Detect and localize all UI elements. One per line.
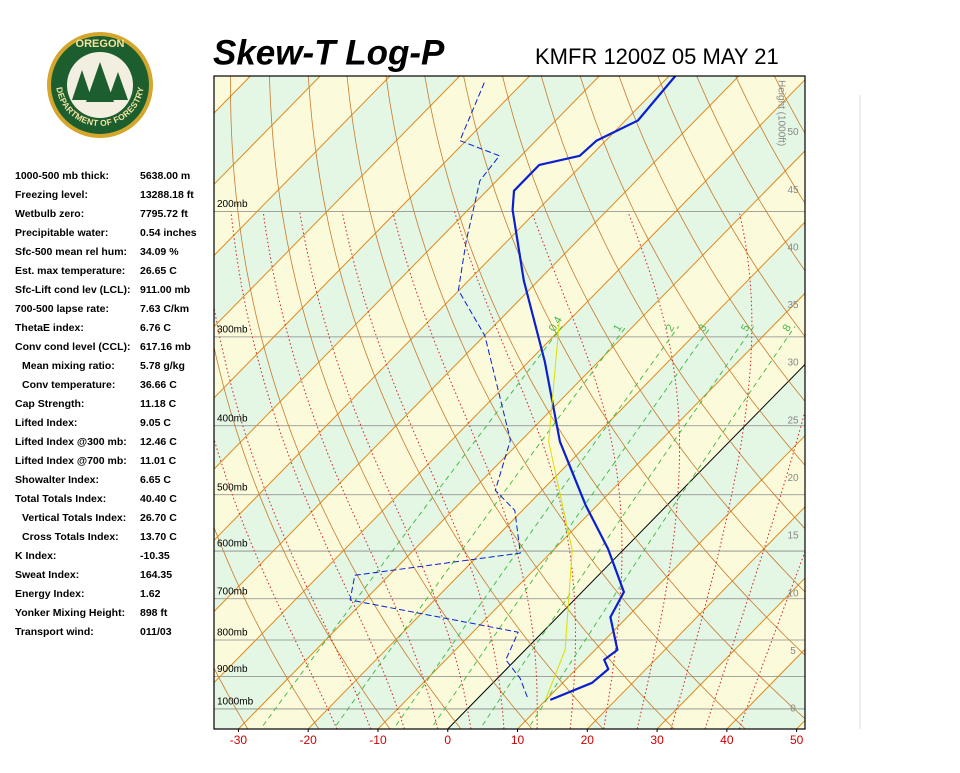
index-value: 6.76 C — [140, 322, 171, 334]
band — [797, 76, 960, 729]
height-tick-label: 0 — [790, 704, 796, 715]
index-value: 12.46 C — [140, 436, 177, 448]
index-label: Transport wind: — [15, 626, 94, 638]
isotherm — [866, 76, 960, 729]
band — [866, 76, 960, 729]
y-tick-label: 400mb — [217, 413, 248, 424]
index-label: Precipitable water: — [15, 227, 108, 239]
dry-adiabat — [878, 54, 960, 733]
logo: OREGON DEPARTMENT OF FORESTRY — [47, 32, 153, 138]
index-value: 11.18 C — [140, 398, 177, 410]
index-label: Total Totals Index: — [15, 493, 106, 505]
dry-adiabat — [802, 54, 960, 733]
y-tick-label: 300mb — [217, 324, 248, 335]
dry-adiabat — [840, 54, 960, 733]
index-label: Mean mixing ratio: — [22, 360, 115, 372]
index-value: 26.65 C — [140, 265, 177, 277]
y-tick-label: 800mb — [217, 628, 248, 639]
height-tick-label: 35 — [787, 300, 799, 311]
index-label: Showalter Index: — [15, 474, 99, 486]
y-tick-label: 1000mb — [217, 697, 254, 708]
index-value: 164.35 — [140, 569, 172, 581]
y-tick-label: 500mb — [217, 482, 248, 493]
index-value: 1.62 — [140, 588, 161, 600]
height-label: Height (1000ft) — [775, 80, 786, 146]
dry-adiabat — [954, 54, 960, 733]
index-value: 13.70 C — [140, 531, 177, 543]
index-value: 5638.00 m — [140, 170, 190, 182]
index-value: 6.65 C — [140, 474, 171, 486]
index-label: 700-500 lapse rate: — [15, 303, 109, 315]
index-value: 011/03 — [140, 626, 172, 638]
x-tick-label: 10 — [511, 733, 525, 747]
index-label: Vertical Totals Index: — [22, 512, 126, 524]
index-value: -10.35 — [140, 550, 170, 562]
chart-subtitle: KMFR 1200Z 05 MAY 21 — [535, 44, 779, 69]
index-label: Cross Totals Index: — [22, 531, 119, 543]
index-value: 11.01 C — [140, 455, 177, 467]
height-tick-label: 30 — [787, 358, 799, 369]
height-tick-label: 45 — [787, 185, 799, 196]
index-label: Sweat Index: — [15, 569, 79, 581]
index-label: K Index: — [15, 550, 56, 562]
x-tick-label: 40 — [720, 733, 734, 747]
index-value: 7.63 C/km — [140, 303, 189, 315]
x-tick-label: -30 — [230, 733, 248, 747]
chart-title: Skew-T Log-P — [213, 33, 445, 72]
x-tick-label: 20 — [581, 733, 595, 747]
index-label: Lifted Index: — [15, 417, 77, 429]
height-tick-label: 10 — [787, 588, 799, 599]
index-label: Energy Index: — [15, 588, 84, 600]
band — [936, 76, 960, 729]
isotherm — [797, 76, 960, 729]
index-label: Lifted Index @700 mb: — [15, 455, 127, 467]
index-label: 1000-500 mb thick: — [15, 170, 109, 182]
index-label: Yonker Mixing Height: — [15, 607, 125, 619]
height-tick-label: 15 — [787, 531, 799, 542]
index-label: Cap Strength: — [15, 398, 84, 410]
y-tick-label: 700mb — [217, 586, 248, 597]
index-value: 898 ft — [140, 607, 168, 619]
index-value: 9.05 C — [140, 417, 171, 429]
x-tick-label: -20 — [300, 733, 318, 747]
index-value: 0.54 inches — [140, 227, 197, 239]
index-label: Est. max temperature: — [15, 265, 125, 277]
x-tick-label: -10 — [369, 733, 387, 747]
isotherm — [936, 76, 960, 729]
dry-adiabat — [916, 54, 960, 733]
height-tick-label: 20 — [787, 473, 799, 484]
logo-top: OREGON — [76, 38, 125, 50]
index-label: Freezing level: — [15, 189, 88, 201]
index-value: 617.16 mb — [140, 341, 191, 353]
index-label: Conv cond level (CCL): — [15, 341, 131, 353]
index-value: 5.78 g/kg — [140, 360, 185, 372]
index-value: 40.40 C — [140, 493, 177, 505]
index-label: Wetbulb zero: — [15, 208, 84, 220]
index-value: 13288.18 ft — [140, 189, 194, 201]
index-value: 34.09 % — [140, 246, 179, 258]
height-tick-label: 40 — [787, 242, 799, 253]
index-value: 36.66 C — [140, 379, 177, 391]
index-label: Conv temperature: — [22, 379, 115, 391]
index-label: Sfc-Lift cond lev (LCL): — [15, 284, 131, 296]
index-value: 7795.72 ft — [140, 208, 188, 220]
index-label: ThetaE index: — [15, 322, 84, 334]
y-tick-label: 600mb — [217, 539, 248, 550]
index-label: Lifted Index @300 mb: — [15, 436, 127, 448]
height-tick-label: 5 — [790, 646, 796, 657]
y-tick-label: 200mb — [217, 199, 248, 210]
index-value: 911.00 mb — [140, 284, 190, 296]
index-label: Sfc-500 mean rel hum: — [15, 246, 127, 258]
x-tick-label: 0 — [444, 733, 451, 747]
x-tick-label: 50 — [790, 733, 804, 747]
height-tick-label: 50 — [787, 127, 799, 138]
x-tick-label: 30 — [650, 733, 664, 747]
index-value: 26.70 C — [140, 512, 177, 524]
height-tick-label: 25 — [787, 415, 799, 426]
y-tick-label: 900mb — [217, 664, 248, 675]
